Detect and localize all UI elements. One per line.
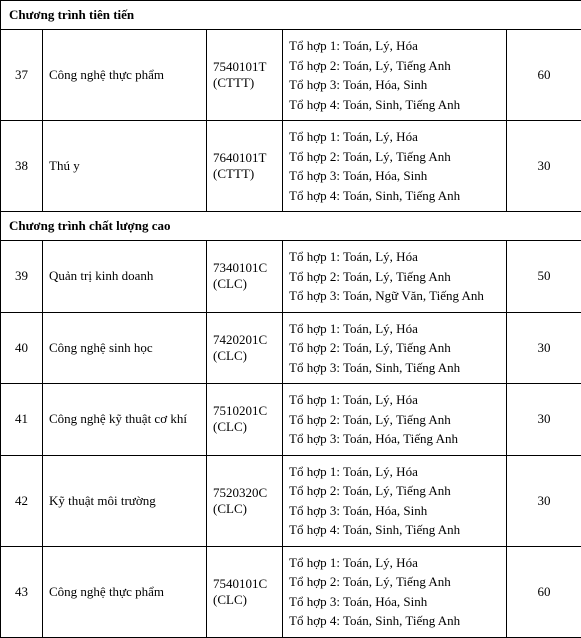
code-line1: 7420201C [213,332,276,348]
combo-line: Tổ hợp 2: Toán, Lý, Tiếng Anh [289,481,500,501]
combo-line: Tổ hợp 1: Toán, Lý, Hóa [289,36,500,56]
subject-combinations: Tổ hợp 1: Toán, Lý, HóaTổ hợp 2: Toán, L… [283,30,507,121]
subject-combinations: Tổ hợp 1: Toán, Lý, HóaTổ hợp 2: Toán, L… [283,312,507,384]
quota: 30 [507,312,581,384]
quota: 30 [507,384,581,456]
table-row: 37Công nghệ thực phẩm7540101T(CTTT)Tổ hợ… [1,30,581,121]
combo-line: Tổ hợp 1: Toán, Lý, Hóa [289,319,500,339]
combo-line: Tổ hợp 4: Toán, Sinh, Tiếng Anh [289,186,500,206]
combo-line: Tổ hợp 2: Toán, Lý, Tiếng Anh [289,410,500,430]
programs-table: Chương trình tiên tiến37Công nghệ thực p… [0,0,581,638]
code-line1: 7520320C [213,485,276,501]
code-line2: (CLC) [213,348,276,364]
combo-line: Tổ hợp 3: Toán, Ngữ Văn, Tiếng Anh [289,286,500,306]
program-code: 7510201C(CLC) [207,384,283,456]
combo-line: Tổ hợp 3: Toán, Hóa, Tiếng Anh [289,429,500,449]
quota: 60 [507,30,581,121]
combo-line: Tổ hợp 3: Toán, Sinh, Tiếng Anh [289,358,500,378]
table-row: 43Công nghệ thực phẩm7540101C(CLC)Tổ hợp… [1,546,581,637]
code-line2: (CLC) [213,419,276,435]
code-line1: 7540101C [213,576,276,592]
table-row: 38Thú y7640101T(CTTT)Tổ hợp 1: Toán, Lý,… [1,121,581,212]
section-title: Chương trình chất lượng cao [1,212,581,241]
combo-line: Tổ hợp 2: Toán, Lý, Tiếng Anh [289,267,500,287]
program-code: 7540101T(CTTT) [207,30,283,121]
combo-line: Tổ hợp 2: Toán, Lý, Tiếng Anh [289,338,500,358]
code-line1: 7340101C [213,260,276,276]
table-row: 42Kỹ thuật môi trường7520320C(CLC)Tổ hợp… [1,455,581,546]
combo-line: Tổ hợp 3: Toán, Hóa, Sinh [289,166,500,186]
code-line2: (CTTT) [213,75,276,91]
combo-line: Tổ hợp 1: Toán, Lý, Hóa [289,127,500,147]
code-line1: 7640101T [213,150,276,166]
quota: 30 [507,455,581,546]
program-name: Công nghệ sinh học [43,312,207,384]
section-title: Chương trình tiên tiến [1,1,581,30]
program-code: 7640101T(CTTT) [207,121,283,212]
quota: 30 [507,121,581,212]
program-name: Công nghệ thực phẩm [43,30,207,121]
program-name: Kỹ thuật môi trường [43,455,207,546]
row-index: 37 [1,30,43,121]
combo-line: Tổ hợp 1: Toán, Lý, Hóa [289,462,500,482]
combo-line: Tổ hợp 4: Toán, Sinh, Tiếng Anh [289,611,500,631]
code-line1: 7510201C [213,403,276,419]
table-row: 40Công nghệ sinh học7420201C(CLC)Tổ hợp … [1,312,581,384]
program-code: 7340101C(CLC) [207,241,283,313]
combo-line: Tổ hợp 3: Toán, Hóa, Sinh [289,501,500,521]
program-name: Công nghệ thực phẩm [43,546,207,637]
code-line2: (CTTT) [213,166,276,182]
code-line2: (CLC) [213,276,276,292]
program-code: 7520320C(CLC) [207,455,283,546]
section-header: Chương trình chất lượng cao [1,212,581,241]
subject-combinations: Tổ hợp 1: Toán, Lý, HóaTổ hợp 2: Toán, L… [283,241,507,313]
row-index: 40 [1,312,43,384]
row-index: 38 [1,121,43,212]
program-name: Công nghệ kỹ thuật cơ khí [43,384,207,456]
combo-line: Tổ hợp 2: Toán, Lý, Tiếng Anh [289,572,500,592]
combo-line: Tổ hợp 4: Toán, Sinh, Tiếng Anh [289,95,500,115]
combo-line: Tổ hợp 3: Toán, Hóa, Sinh [289,75,500,95]
combo-line: Tổ hợp 3: Toán, Hóa, Sinh [289,592,500,612]
quota: 60 [507,546,581,637]
code-line2: (CLC) [213,592,276,608]
program-name: Thú y [43,121,207,212]
code-line2: (CLC) [213,501,276,517]
combo-line: Tổ hợp 2: Toán, Lý, Tiếng Anh [289,56,500,76]
row-index: 39 [1,241,43,313]
code-line1: 7540101T [213,59,276,75]
row-index: 41 [1,384,43,456]
combo-line: Tổ hợp 1: Toán, Lý, Hóa [289,247,500,267]
subject-combinations: Tổ hợp 1: Toán, Lý, HóaTổ hợp 2: Toán, L… [283,121,507,212]
table-row: 41Công nghệ kỹ thuật cơ khí7510201C(CLC)… [1,384,581,456]
subject-combinations: Tổ hợp 1: Toán, Lý, HóaTổ hợp 2: Toán, L… [283,384,507,456]
combo-line: Tổ hợp 1: Toán, Lý, Hóa [289,553,500,573]
program-code: 7540101C(CLC) [207,546,283,637]
subject-combinations: Tổ hợp 1: Toán, Lý, HóaTổ hợp 2: Toán, L… [283,546,507,637]
program-code: 7420201C(CLC) [207,312,283,384]
combo-line: Tổ hợp 2: Toán, Lý, Tiếng Anh [289,147,500,167]
row-index: 43 [1,546,43,637]
row-index: 42 [1,455,43,546]
program-name: Quản trị kinh doanh [43,241,207,313]
table-row: 39Quản trị kinh doanh7340101C(CLC)Tổ hợp… [1,241,581,313]
combo-line: Tổ hợp 1: Toán, Lý, Hóa [289,390,500,410]
section-header: Chương trình tiên tiến [1,1,581,30]
quota: 50 [507,241,581,313]
subject-combinations: Tổ hợp 1: Toán, Lý, HóaTổ hợp 2: Toán, L… [283,455,507,546]
